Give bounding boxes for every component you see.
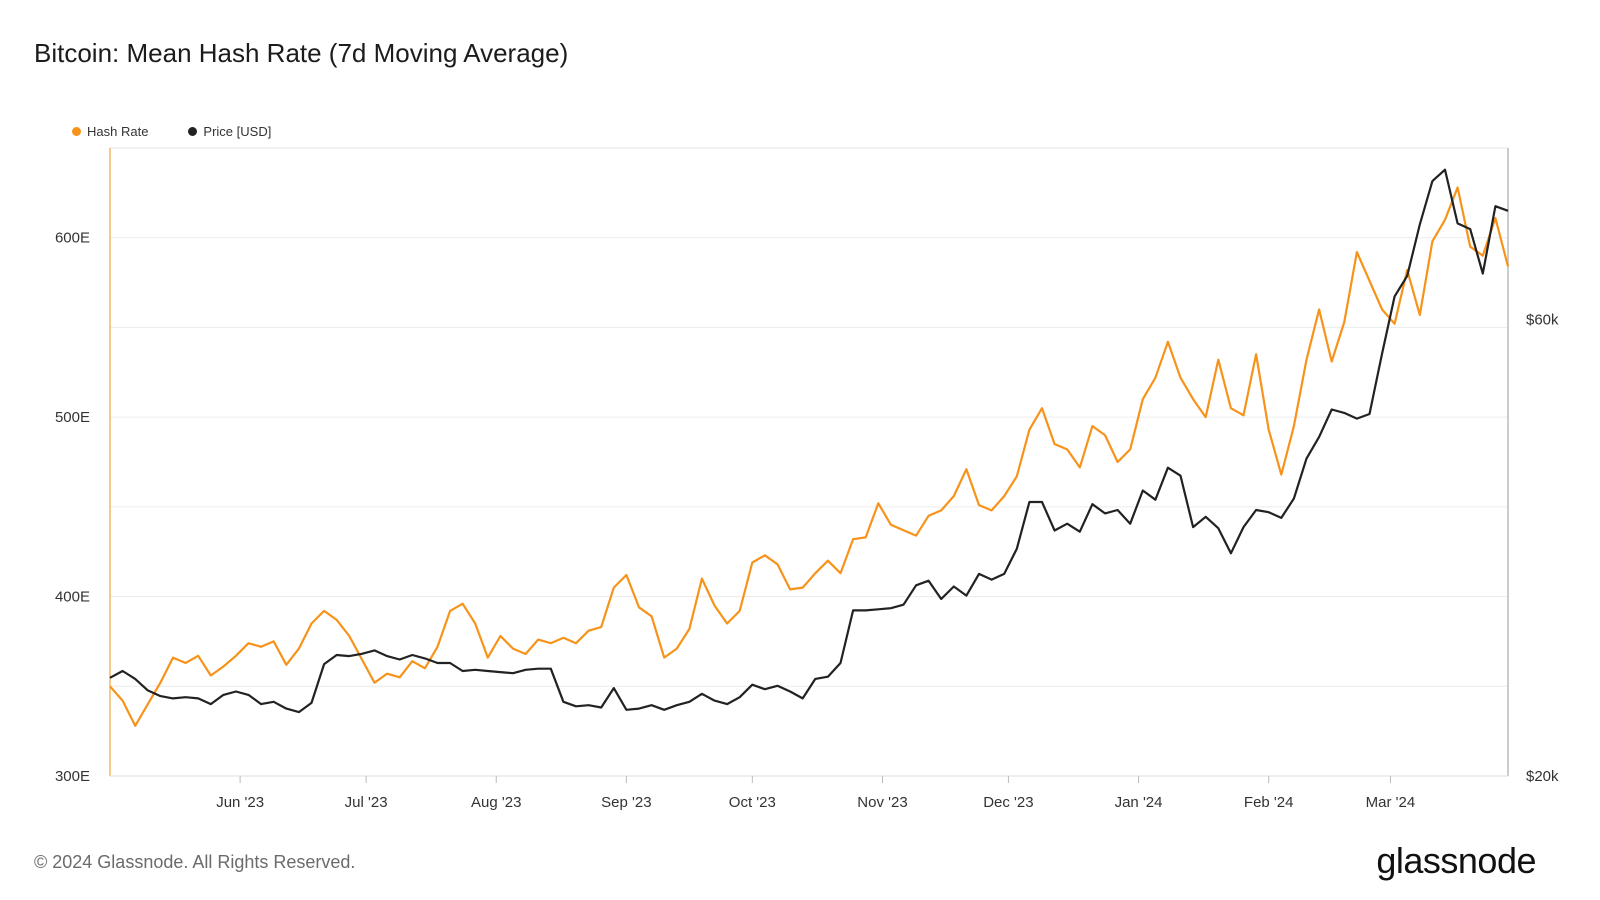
x-tick-label: Jul '23 <box>345 794 388 811</box>
x-tick-label: Feb '24 <box>1244 794 1294 811</box>
y-tick-left: 400E <box>55 589 90 606</box>
plot-border <box>109 147 1509 777</box>
plot-frame <box>109 147 1509 777</box>
legend-label-hash-rate: Hash Rate <box>87 124 149 139</box>
series-lines <box>109 168 1510 727</box>
legend-dot-hash-rate <box>72 127 81 136</box>
y-tick-right: $20k <box>1526 768 1559 785</box>
x-tick-label: Jun '23 <box>216 794 264 811</box>
y-tick-left: 500E <box>55 409 90 426</box>
y-tick-left: 600E <box>55 230 90 247</box>
y-tick-right: $60k <box>1526 311 1559 328</box>
glassnode-logo: glassnode <box>1376 840 1536 881</box>
x-tick-label: Dec '23 <box>983 794 1033 811</box>
copyright-text: © 2024 Glassnode. All Rights Reserved. <box>34 852 356 872</box>
x-tick-label: Aug '23 <box>471 794 521 811</box>
y-axis-left: 300E 400E 500E 600E <box>55 230 90 785</box>
legend-dot-price <box>188 127 198 136</box>
y-tick-left: 300E <box>55 768 90 785</box>
legend: Hash Rate Price [USD] <box>72 124 271 139</box>
x-tick-label: Mar '24 <box>1366 794 1416 811</box>
chart-title: Bitcoin: Mean Hash Rate (7d Moving Avera… <box>34 38 569 68</box>
y-axis-right: $20k $60k <box>1526 311 1559 785</box>
x-tick-label: Jan '24 <box>1115 794 1163 811</box>
legend-label-price: Price [USD] <box>203 124 272 139</box>
x-tick-label: Oct '23 <box>729 794 776 811</box>
series-line-hash-rate <box>109 186 1510 727</box>
x-tick-label: Nov '23 <box>857 794 907 811</box>
x-tick-label: Sep '23 <box>601 794 651 811</box>
series-line-price <box>109 168 1509 714</box>
legend-item-price[interactable]: Price [USD] <box>188 124 271 139</box>
grid-lines <box>110 237 1508 687</box>
legend-item-hash-rate[interactable]: Hash Rate <box>72 124 148 139</box>
x-axis: Jun '23 Jul '23 Aug '23 Sep '23 Oct '23 Nov '… <box>216 776 1415 811</box>
